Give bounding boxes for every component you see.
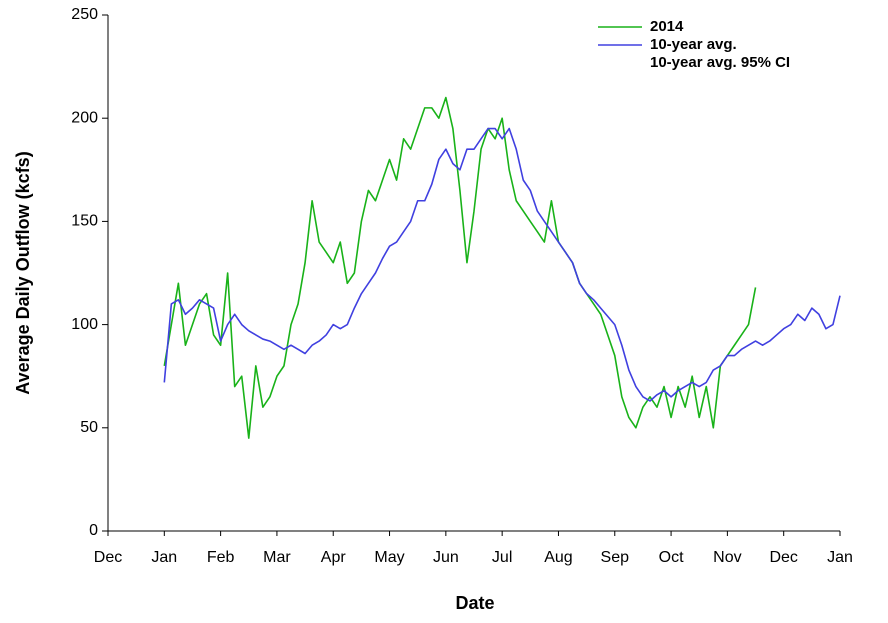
x-tick-label: Jan (151, 549, 177, 566)
series-line (164, 98, 755, 439)
x-tick-label: Jul (492, 549, 512, 566)
x-tick-label: Dec (769, 549, 797, 566)
series-line (164, 129, 840, 401)
x-tick-label: Mar (263, 549, 291, 566)
legend-label: 10-year avg. 95% CI (650, 54, 790, 71)
x-tick-label: Sep (601, 549, 630, 566)
legend-label: 2014 (650, 18, 684, 35)
y-axis-title: Average Daily Outflow (kcfs) (13, 151, 33, 394)
x-tick-label: Feb (207, 549, 235, 566)
y-tick-label: 0 (89, 522, 98, 539)
x-tick-label: Nov (713, 549, 741, 566)
x-tick-label: Apr (321, 549, 347, 566)
x-tick-label: Oct (659, 549, 684, 566)
x-axis-title: Date (455, 593, 494, 613)
x-tick-label: May (374, 549, 404, 566)
x-tick-label: Jun (433, 549, 459, 566)
chart: Date Average Daily Outflow (kcfs) 0 50 100… (0, 0, 888, 623)
y-tick-label: 200 (71, 109, 98, 126)
page: Date Average Daily Outflow (kcfs) 0 50 100… (0, 0, 888, 623)
y-tick-label: 150 (71, 213, 98, 230)
y-tick-label: 50 (80, 419, 98, 436)
x-tick-label: Aug (544, 549, 572, 566)
x-tick-label: Jan (827, 549, 853, 566)
x-tick-label: Dec (94, 549, 122, 566)
y-tick-label: 250 (71, 6, 98, 23)
y-tick-label: 100 (71, 316, 98, 333)
legend-label: 10-year avg. (650, 36, 737, 53)
